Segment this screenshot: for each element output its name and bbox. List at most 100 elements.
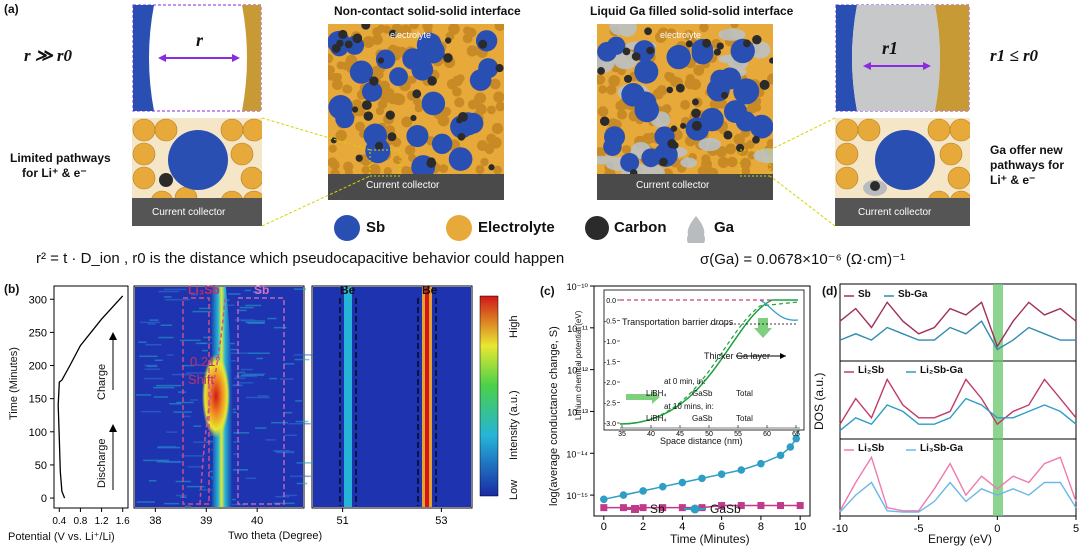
noise-streak xyxy=(186,485,205,488)
inset-down-arrow xyxy=(754,318,772,338)
potential-axis-label: Potential (V vs. Li⁺/Li) xyxy=(8,531,115,543)
inset-ylabel: Lithium chemical potential (eV) xyxy=(574,310,583,420)
carbon-particle xyxy=(685,40,693,48)
dos-series-5 xyxy=(839,481,1077,513)
carbon-particle xyxy=(410,114,417,122)
sb-particle xyxy=(389,67,408,87)
noise-streak xyxy=(176,401,194,404)
noise-streak xyxy=(165,298,191,301)
dos-curves xyxy=(839,301,1077,513)
noise-streak xyxy=(181,364,195,367)
current-collector-right: Current collector xyxy=(858,207,932,218)
legend-carbon: Carbon xyxy=(614,219,667,236)
panel-c-plot: 10⁻¹⁰ 10⁻¹¹ 10⁻¹² 10⁻¹³ 10⁻¹⁴ 10⁻¹⁵ 0 2 4 6 8 10 0… xyxy=(566,282,811,533)
noise-streak xyxy=(288,422,311,425)
time-tick-label: 200 xyxy=(29,361,47,373)
noise-streak xyxy=(173,411,192,413)
theta-ticks: 38 39 40 51 53 xyxy=(149,508,448,527)
time-ticks: 0 50 100 150 200 250 300 xyxy=(29,294,54,505)
electrolyte-particle xyxy=(666,28,677,39)
sb-point xyxy=(757,502,765,510)
ga-liquid xyxy=(617,24,637,37)
noise-streak xyxy=(233,432,250,434)
noise-streak xyxy=(283,363,295,365)
noise-streak xyxy=(140,410,161,413)
inset-xtick-label: 40 xyxy=(647,431,655,438)
fermi-level-band xyxy=(993,284,1003,516)
electrolyte-particle xyxy=(371,34,383,45)
carbon-particle xyxy=(427,157,436,166)
inset-legend-gasb: GaSb xyxy=(692,389,713,398)
colorbar xyxy=(479,295,499,497)
inset-legend-total-10: Total xyxy=(736,414,753,423)
noise-streak xyxy=(164,461,182,464)
noise-streak xyxy=(283,434,298,436)
sb-particle xyxy=(448,147,473,171)
carbon-particle xyxy=(478,39,488,49)
carbon-particle xyxy=(344,40,353,49)
carbon-particle xyxy=(412,89,422,99)
electrolyte-particle xyxy=(475,103,487,115)
formula-right: σ(Ga) = 0.0678×10⁻⁶ (Ω·cm)⁻¹ xyxy=(700,251,906,268)
carbon-particle xyxy=(691,108,701,119)
noise-streak xyxy=(158,445,177,448)
noise-streak xyxy=(203,336,218,339)
noise-streak xyxy=(138,341,147,343)
electrolyte-particle xyxy=(472,97,481,106)
inset-legend-total: Total xyxy=(736,389,753,398)
inset-ytick-label: -3.0 xyxy=(604,421,616,428)
noise-streak xyxy=(187,466,204,468)
electrolyte-particle xyxy=(489,78,501,90)
noise-streak xyxy=(148,480,157,482)
panel-d-plot: -10 -5 0 5 xyxy=(832,283,1079,535)
carbon-particle xyxy=(671,141,679,149)
legend-d-li3sbga: Li₃Sb-Ga xyxy=(920,443,963,454)
noise-streak xyxy=(238,382,254,384)
colorbar-high: High xyxy=(508,315,520,338)
gasb-point xyxy=(786,443,795,451)
sb-point xyxy=(718,502,726,510)
sb-particle xyxy=(710,69,731,90)
inset-xticks: 35 40 45 50 55 60 65 xyxy=(618,425,800,438)
potential-ticks: 0.4 0.8 1.2 1.6 xyxy=(52,508,130,527)
electrolyte-particle xyxy=(717,156,730,169)
electrolyte-particle xyxy=(401,165,412,176)
noise-streak xyxy=(265,439,276,441)
right-gap-label: r1 xyxy=(882,38,899,58)
noise-streak xyxy=(245,477,257,480)
noise-streak xyxy=(239,306,254,309)
inset-ytick-label: -0.5 xyxy=(604,319,616,326)
electrolyte-particle xyxy=(703,166,714,177)
carbon-particle xyxy=(369,76,379,86)
electrolyte-particle xyxy=(422,24,433,32)
carbon-particle xyxy=(659,157,668,167)
carbon-particle xyxy=(769,57,773,64)
sb-particle xyxy=(691,42,714,65)
noise-streak xyxy=(244,373,266,375)
electrolyte-particle xyxy=(331,79,343,90)
noise-streak xyxy=(245,396,271,399)
noise-streak xyxy=(190,399,198,401)
non-contact-interface-image xyxy=(328,24,504,200)
legend-electrolyte: Electrolyte xyxy=(478,219,555,236)
electrolyte-particle xyxy=(606,84,617,95)
conductance-tick-label: 10⁻¹⁵ xyxy=(567,491,589,501)
inset-xlabel: Space distance (nm) xyxy=(660,436,743,446)
carbon-particle xyxy=(599,116,610,126)
gasb-point xyxy=(678,478,687,487)
be-label-2: Be xyxy=(422,283,438,297)
theta-tick-label: 51 xyxy=(337,515,349,527)
noise-streak xyxy=(146,365,158,368)
electrolyte-particle xyxy=(495,101,504,112)
electrolyte-particle xyxy=(725,143,737,155)
charge-label: Charge xyxy=(96,363,108,400)
noise-streak xyxy=(195,342,207,345)
right-gap-schematic xyxy=(835,4,970,112)
potential-tick-label: 0.8 xyxy=(73,516,87,527)
shift-curve xyxy=(199,297,226,505)
noise-streak xyxy=(153,396,169,398)
electrolyte-particle xyxy=(597,106,609,117)
legend-d-sbga: Sb-Ga xyxy=(898,289,928,300)
noise-streak xyxy=(179,339,201,342)
electrolyte-particle xyxy=(493,165,503,175)
